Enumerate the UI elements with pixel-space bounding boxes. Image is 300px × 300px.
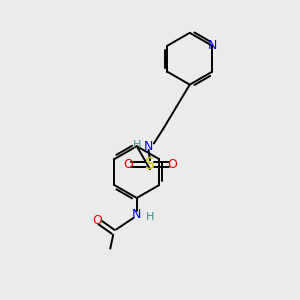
Text: S: S bbox=[145, 157, 155, 172]
Text: H: H bbox=[133, 140, 141, 150]
Text: N: N bbox=[132, 208, 141, 221]
Text: N: N bbox=[144, 140, 153, 153]
Text: H: H bbox=[146, 212, 154, 222]
Text: O: O bbox=[123, 158, 133, 171]
Text: N: N bbox=[208, 39, 217, 52]
Text: O: O bbox=[167, 158, 177, 171]
Text: O: O bbox=[92, 214, 102, 226]
